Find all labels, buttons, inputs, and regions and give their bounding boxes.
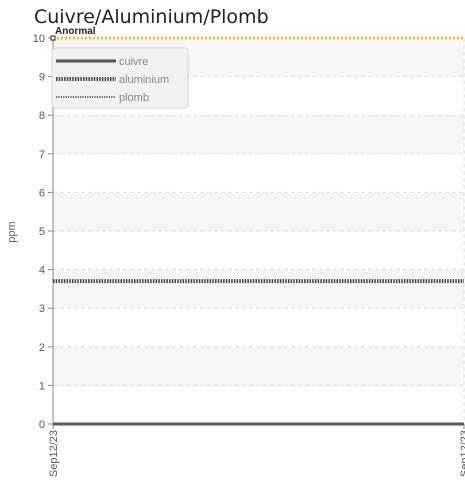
x-tick-label: Sep12/23 xyxy=(459,430,465,477)
plot-band xyxy=(53,115,464,154)
x-ticks: Sep12/23 Sep12/23 xyxy=(48,424,465,477)
plot-band xyxy=(53,269,464,309)
legend-label-plomb: plomb xyxy=(119,92,149,104)
y-tick-label: 1 xyxy=(39,380,45,392)
threshold-line: Anormal xyxy=(50,26,464,41)
y-axis-label: ppm xyxy=(6,221,18,242)
y-tick-label: 6 xyxy=(39,187,45,199)
x-tick-label: Sep12/23 xyxy=(48,430,60,477)
y-tick-label: 10 xyxy=(33,33,45,45)
plot-band xyxy=(53,346,464,386)
plot-bands xyxy=(53,38,464,386)
threshold-label: Anormal xyxy=(55,26,96,37)
legend: cuivre aluminium plomb xyxy=(51,47,189,109)
y-tick-label: 9 xyxy=(39,72,45,84)
chart-title: Cuivre/Aluminium/Plomb xyxy=(34,6,269,28)
legend-label-cuivre: cuivre xyxy=(119,56,148,68)
legend-box xyxy=(51,47,189,109)
threshold-marker xyxy=(50,35,56,41)
y-tick-label: 5 xyxy=(39,226,45,238)
y-tick-label: 4 xyxy=(39,265,45,277)
y-tick-label: 0 xyxy=(39,419,45,431)
y-tick-label: 2 xyxy=(39,342,45,354)
y-tick-label: 3 xyxy=(39,303,45,315)
series-lines xyxy=(53,279,464,426)
plot-band xyxy=(53,192,464,231)
y-tick-label: 8 xyxy=(39,110,45,122)
legend-label-aluminium: aluminium xyxy=(119,74,169,86)
y-tick-label: 7 xyxy=(39,149,45,161)
y-ticks: 0 1 2 3 4 5 6 7 8 9 10 xyxy=(33,33,53,431)
